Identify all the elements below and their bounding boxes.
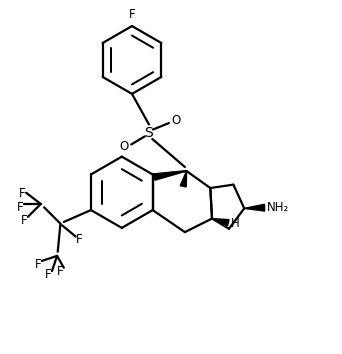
Text: H: H <box>231 217 240 230</box>
Text: F: F <box>129 8 135 21</box>
Text: F: F <box>45 268 52 281</box>
Text: NH₂: NH₂ <box>267 201 290 214</box>
Text: F: F <box>19 187 25 200</box>
Text: F: F <box>35 258 42 271</box>
Text: S: S <box>145 126 153 140</box>
Text: F: F <box>21 214 27 227</box>
Text: F: F <box>76 233 82 246</box>
Text: O: O <box>119 140 129 153</box>
Polygon shape <box>154 171 187 180</box>
Text: F: F <box>57 265 64 278</box>
Polygon shape <box>212 218 229 225</box>
Text: O: O <box>171 114 180 127</box>
Text: F: F <box>16 201 23 214</box>
Polygon shape <box>180 171 187 187</box>
Polygon shape <box>244 204 265 211</box>
